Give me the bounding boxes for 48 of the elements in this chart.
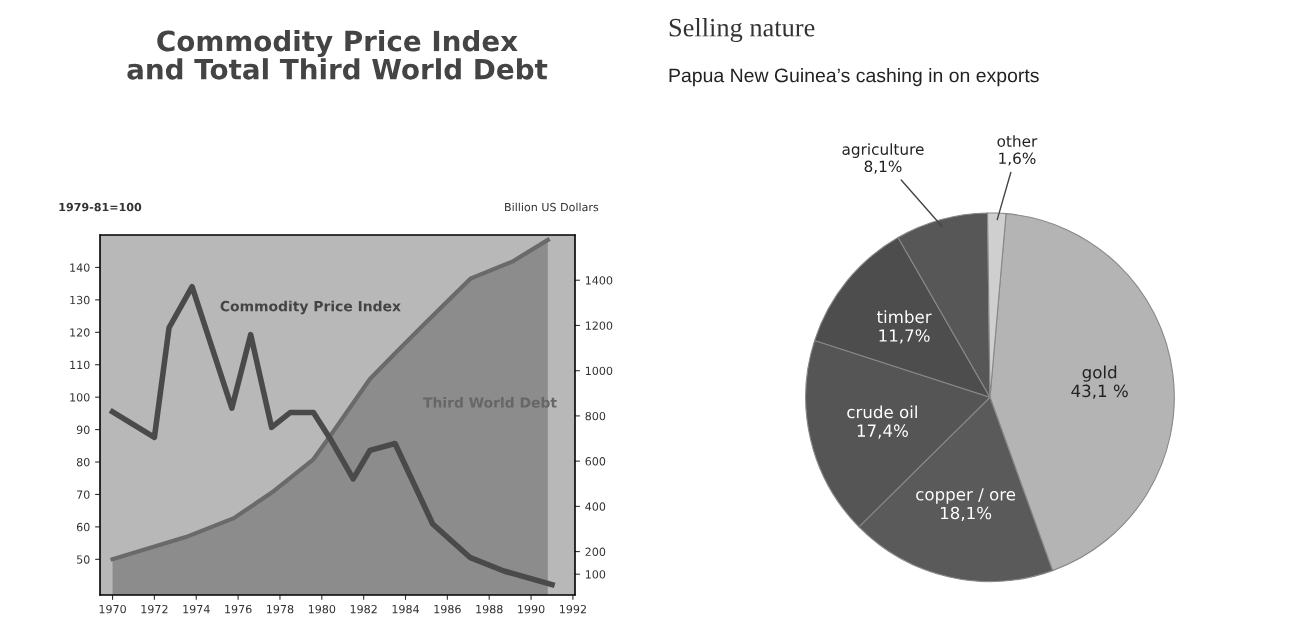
data-label: 1,6% — [999, 152, 1036, 166]
y-tick-label: 140 — [70, 263, 90, 272]
y-tick-label: 80 — [76, 458, 90, 467]
slice-label: other — [997, 135, 1038, 147]
y-tick-label: 70 — [77, 490, 90, 499]
x-tick-label: 1980 — [308, 604, 336, 614]
slice-label: timber — [876, 310, 932, 324]
y2-tick-label: 800 — [585, 411, 606, 421]
x-tick-label: 1972 — [141, 604, 168, 614]
y2-axis-title: Billion US Dollars — [505, 202, 599, 212]
data-label: 11,7% — [879, 329, 930, 344]
y-tick-label: 50 — [77, 555, 90, 564]
data-label: 8,1% — [864, 160, 902, 174]
x-tick-label: 1990 — [518, 604, 545, 614]
x-tick-label: 1988 — [476, 604, 503, 614]
y2-tick-label: 1400 — [585, 276, 613, 285]
y-tick-label: 100 — [70, 393, 90, 402]
data-label: 17,4% — [857, 424, 908, 439]
chart-title: Commodity Price Index and Total Third World Debt — [127, 30, 548, 80]
series-label: Commodity Price Index — [220, 300, 401, 315]
y2-tick-label: 1200 — [585, 321, 613, 330]
x-tick-label: 1970 — [99, 604, 126, 614]
y-axis-title: 1979-81=100 — [59, 202, 142, 212]
y-tick-label: 90 — [76, 425, 90, 434]
x-tick-label: 1978 — [267, 604, 294, 614]
slice-label: agriculture — [842, 143, 924, 158]
x-tick-label: 1992 — [559, 604, 586, 614]
y2-tick-label: 1000 — [585, 366, 613, 376]
y2-tick-label: 400 — [585, 502, 606, 511]
data-label: 18,1% — [940, 506, 992, 521]
slice-label: gold — [1082, 365, 1117, 382]
y-tick-label: 60 — [76, 522, 90, 532]
chart-subtitle: Papua New Guinea’s cashing in on exports — [669, 68, 1039, 87]
x-tick-label: 1982 — [350, 604, 377, 614]
data-label: 43,1 % — [1071, 384, 1128, 399]
y2-tick-label: 100 — [585, 570, 606, 579]
x-tick-label: 1984 — [392, 604, 420, 614]
y2-tick-label: 600 — [585, 457, 606, 466]
slice-label: copper / ore — [916, 488, 1016, 504]
y-tick-label: 130 — [70, 295, 90, 305]
x-tick-label: 1974 — [183, 604, 210, 614]
x-tick-label: 1976 — [225, 604, 252, 614]
y2-tick-label: 200 — [585, 547, 606, 556]
y-tick-label: 110 — [70, 360, 90, 370]
x-tick-label: 1986 — [434, 604, 461, 614]
chart-title: Selling nature — [669, 18, 815, 43]
slice-label: crude oil — [847, 405, 917, 419]
y-tick-label: 120 — [70, 328, 90, 337]
